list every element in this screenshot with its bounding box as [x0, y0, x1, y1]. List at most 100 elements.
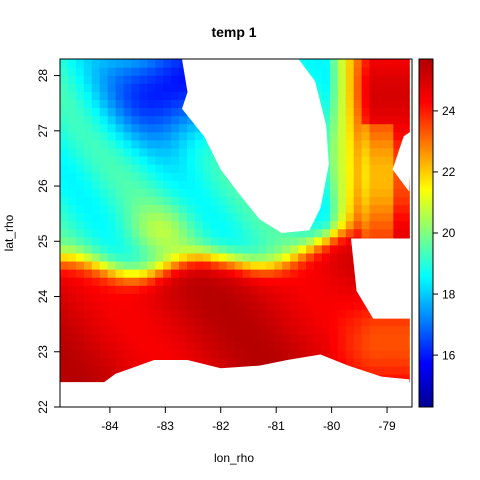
field-cell: [60, 309, 69, 319]
field-cell: [123, 228, 133, 238]
field-cell: [210, 236, 220, 246]
field-cell: [290, 317, 299, 327]
field-cell: [75, 188, 85, 197]
field-cell: [75, 115, 85, 125]
field-cell: [401, 365, 410, 375]
field-cell: [123, 75, 133, 84]
field-cell: [115, 75, 125, 84]
field-cell: [210, 172, 220, 181]
field-cell: [329, 293, 339, 302]
field-cell: [337, 204, 347, 214]
field-cell: [123, 155, 133, 165]
field-cell: [266, 244, 275, 254]
field-cell: [139, 172, 148, 181]
field-cell: [186, 139, 196, 149]
field-cell: [179, 107, 188, 117]
field-cell: [155, 317, 164, 327]
field-cell: [329, 228, 339, 238]
field-cell: [290, 277, 299, 286]
field-cell: [147, 99, 156, 109]
y-tick-label: 27: [36, 124, 50, 138]
field-cell: [361, 83, 371, 92]
field-cell: [313, 83, 323, 92]
field-cell: [329, 67, 339, 76]
field-cell: [210, 293, 220, 302]
field-cell: [321, 67, 331, 76]
field-cell: [337, 252, 347, 262]
field-cell: [353, 107, 363, 117]
field-cell: [298, 333, 307, 343]
field-cell: [194, 244, 204, 254]
field-cell: [91, 317, 101, 327]
field-cell: [107, 131, 117, 141]
field-cell: [361, 172, 371, 181]
field-cell: [329, 91, 339, 100]
field-cell: [393, 115, 402, 125]
field-cell: [298, 260, 307, 270]
field-cell: [115, 204, 125, 214]
field-cell: [83, 269, 93, 278]
field-cell: [131, 244, 140, 254]
field-cell: [313, 293, 323, 302]
field-cell: [194, 164, 204, 173]
field-cell: [99, 228, 109, 238]
field-cell: [60, 317, 69, 327]
field-cell: [361, 131, 371, 141]
field-cell: [242, 317, 252, 327]
field-cell: [60, 188, 69, 197]
field-cell: [321, 204, 331, 214]
field-cell: [321, 269, 331, 278]
field-cell: [298, 349, 307, 359]
field-cell: [67, 188, 77, 197]
x-tick-label: -84: [101, 419, 119, 433]
field-cell: [329, 220, 339, 230]
field-cell: [139, 59, 148, 68]
field-cell: [345, 204, 355, 214]
field-cell: [393, 67, 402, 76]
field-cell: [194, 204, 204, 214]
field-cell: [75, 357, 85, 367]
field-cell: [242, 212, 252, 222]
field-cell: [179, 212, 188, 222]
field-cell: [91, 244, 101, 254]
field-cell: [179, 220, 188, 230]
field-cell: [369, 91, 379, 100]
field-cell: [67, 155, 77, 165]
field-cell: [60, 285, 69, 294]
field-cell: [202, 155, 212, 165]
field-cell: [401, 325, 410, 335]
field-cell: [194, 269, 204, 278]
field-cell: [91, 107, 101, 117]
field-cell: [234, 309, 244, 319]
field-cell: [369, 115, 379, 125]
field-cell: [107, 301, 117, 311]
field-cell: [218, 244, 228, 254]
field-cell: [234, 236, 244, 246]
field-cell: [139, 301, 148, 311]
field-cell: [115, 212, 125, 222]
field-cell: [361, 228, 371, 238]
field-cell: [131, 252, 140, 262]
field-cell: [75, 220, 85, 230]
field-cell: [313, 317, 323, 327]
field-cell: [123, 180, 133, 189]
field-cell: [377, 341, 387, 351]
field-cell: [139, 325, 148, 335]
field-cell: [274, 269, 283, 278]
field-cell: [131, 317, 140, 327]
field-cell: [226, 309, 236, 319]
field-cell: [329, 107, 339, 117]
field-cell: [337, 301, 347, 311]
field-cell: [194, 180, 204, 189]
field-cell: [123, 99, 133, 109]
field-cell: [329, 147, 339, 157]
field-cell: [393, 123, 402, 133]
field-cell: [155, 212, 164, 222]
field-cell: [361, 139, 371, 149]
field-cell: [99, 99, 109, 109]
field-cell: [99, 155, 109, 165]
field-cell: [353, 147, 363, 157]
field-cell: [242, 228, 252, 238]
field-cell: [155, 269, 164, 278]
field-cell: [385, 115, 394, 125]
